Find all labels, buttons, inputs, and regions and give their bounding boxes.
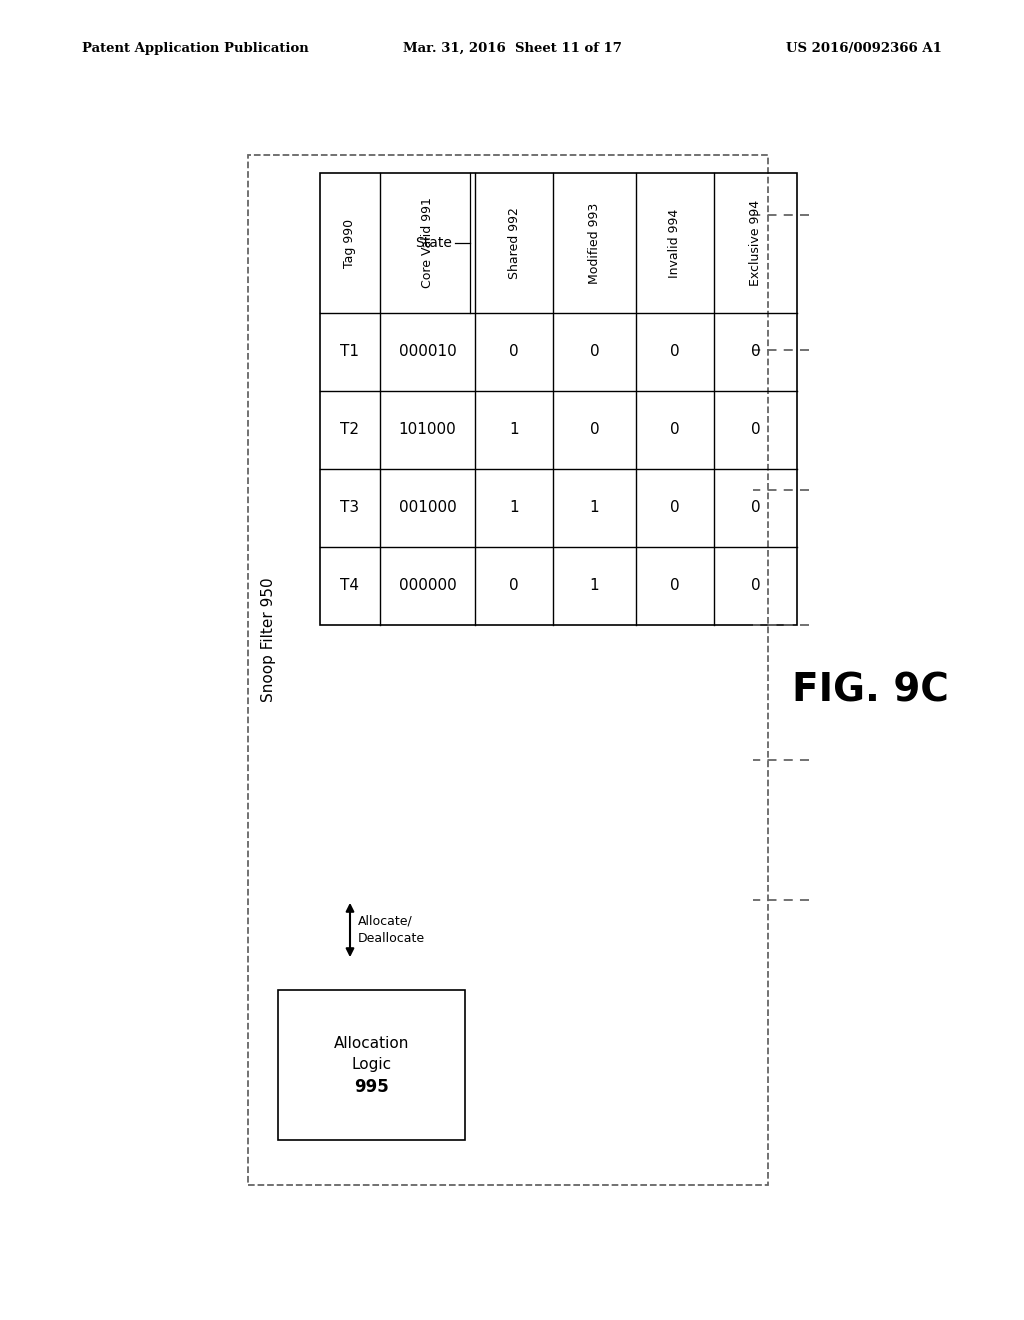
Text: Tag 990: Tag 990 xyxy=(343,218,356,268)
Text: 1: 1 xyxy=(509,422,519,437)
Text: Exclusive 994: Exclusive 994 xyxy=(749,199,762,286)
Text: T1: T1 xyxy=(341,345,359,359)
Text: Deallocate: Deallocate xyxy=(358,932,425,945)
Text: 0: 0 xyxy=(509,578,519,594)
Text: Allocate/: Allocate/ xyxy=(358,915,413,928)
Text: 1: 1 xyxy=(509,500,519,516)
Text: Modified 993: Modified 993 xyxy=(588,202,601,284)
Text: FIG. 9C: FIG. 9C xyxy=(792,671,948,709)
Text: 0: 0 xyxy=(670,500,680,516)
Text: 000000: 000000 xyxy=(398,578,457,594)
Text: Allocation: Allocation xyxy=(334,1035,410,1051)
Text: 995: 995 xyxy=(354,1078,389,1096)
Text: T2: T2 xyxy=(341,422,359,437)
Text: Snoop Filter 950: Snoop Filter 950 xyxy=(260,578,275,702)
Text: 0: 0 xyxy=(670,578,680,594)
Text: 000010: 000010 xyxy=(398,345,457,359)
Text: State: State xyxy=(415,236,452,249)
Text: 0: 0 xyxy=(751,345,760,359)
Text: 0: 0 xyxy=(751,422,760,437)
Text: 0: 0 xyxy=(670,422,680,437)
Text: 0: 0 xyxy=(670,345,680,359)
Text: US 2016/0092366 A1: US 2016/0092366 A1 xyxy=(786,42,942,55)
Text: 001000: 001000 xyxy=(398,500,457,516)
Text: Invalid 994: Invalid 994 xyxy=(669,209,682,277)
Text: 0: 0 xyxy=(590,422,599,437)
Text: T3: T3 xyxy=(340,500,359,516)
Text: Logic: Logic xyxy=(351,1057,391,1072)
Text: Shared 992: Shared 992 xyxy=(508,207,520,279)
Text: 0: 0 xyxy=(751,500,760,516)
Text: Core Valid 991: Core Valid 991 xyxy=(421,198,434,289)
Text: 0: 0 xyxy=(751,578,760,594)
Bar xyxy=(319,173,797,624)
Text: Mar. 31, 2016  Sheet 11 of 17: Mar. 31, 2016 Sheet 11 of 17 xyxy=(402,42,622,55)
Text: Patent Application Publication: Patent Application Publication xyxy=(82,42,309,55)
Text: 101000: 101000 xyxy=(398,422,457,437)
Bar xyxy=(248,154,768,1185)
Bar xyxy=(278,990,465,1140)
Text: 1: 1 xyxy=(590,578,599,594)
Text: T4: T4 xyxy=(341,578,359,594)
Text: 0: 0 xyxy=(509,345,519,359)
Text: 1: 1 xyxy=(590,500,599,516)
Text: 0: 0 xyxy=(590,345,599,359)
